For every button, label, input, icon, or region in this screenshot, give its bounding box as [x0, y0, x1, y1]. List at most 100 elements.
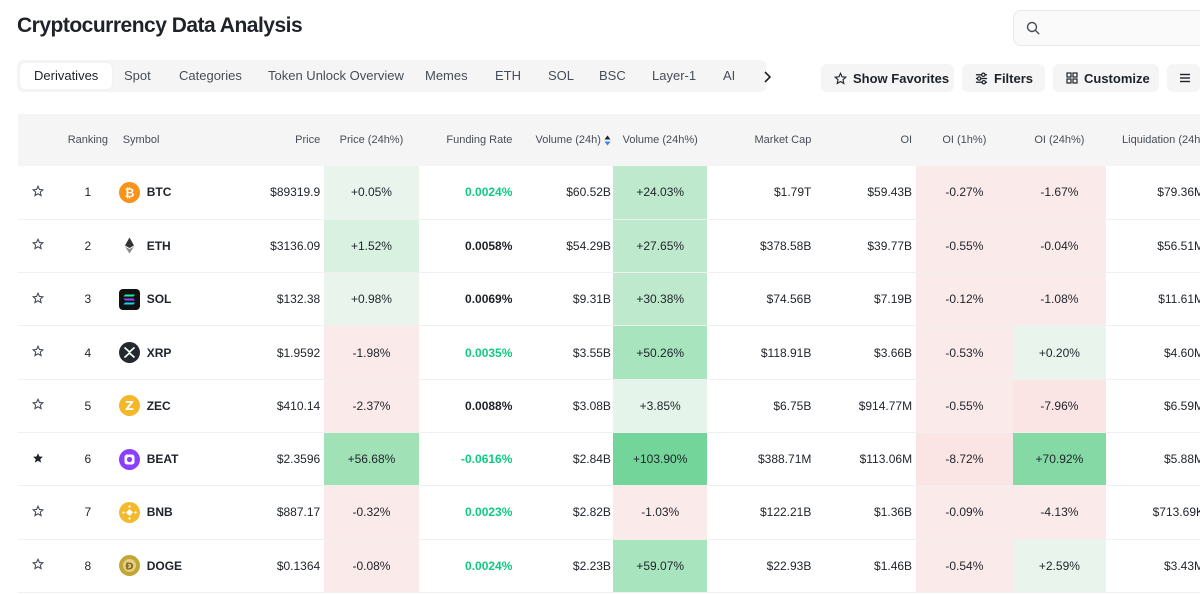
oi-cell: $1.36B	[815, 485, 917, 540]
favorite-star[interactable]	[18, 325, 58, 380]
volume-change-cell: +59.07%	[612, 539, 708, 593]
header-oi-1h[interactable]: OI (1h%)	[916, 114, 1013, 166]
table-row[interactable]: 2 ETH $3136.09 +1.52% 0.0058% $54.29B +2…	[18, 219, 1200, 274]
rank-cell: 4	[57, 325, 119, 380]
symbol-label: DOGE	[146, 558, 183, 573]
table-row[interactable]: 3 SOL $132.38 +0.98% 0.0069% $9.31B +30.…	[18, 272, 1200, 327]
tab-sol[interactable]: SOL	[548, 68, 575, 83]
oi-24h-cell: -0.04%	[1012, 219, 1107, 274]
header-ranking[interactable]: Ranking	[57, 114, 119, 166]
table-row[interactable]: 7 BNB $887.17 -0.32% 0.0023% $2.82B -1.0…	[18, 485, 1200, 540]
header-price[interactable]: Price	[221, 114, 325, 166]
funding-rate-cell: 0.0058%	[418, 219, 519, 274]
tab-categories[interactable]: Categories	[179, 68, 242, 83]
header-volume-label: Volume (24h)	[535, 134, 601, 146]
header-market-cap[interactable]: Market Cap	[707, 114, 816, 166]
menu-icon	[1180, 73, 1190, 83]
favorite-star[interactable]	[18, 485, 58, 540]
header-price-change[interactable]: Price (24h%)	[324, 114, 419, 166]
tab-eth[interactable]: ETH	[495, 68, 521, 83]
favorite-star[interactable]	[18, 219, 58, 274]
oi-1h-cell: -0.27%	[916, 166, 1013, 220]
tab-bsc[interactable]: BSC	[599, 68, 626, 83]
star-icon[interactable]	[31, 184, 44, 200]
more-options-button[interactable]	[1167, 64, 1200, 92]
star-icon[interactable]	[31, 398, 44, 413]
tab-derivatives[interactable]: Derivatives	[20, 63, 113, 89]
star-icon[interactable]	[31, 238, 44, 253]
tab-token-unlock-overview[interactable]: Token Unlock Overview	[268, 68, 404, 83]
oi-24h-cell: -1.67%	[1012, 166, 1107, 220]
star-icon	[834, 71, 847, 85]
sliders-icon	[975, 72, 988, 84]
volume-cell: $2.82B	[518, 485, 613, 540]
market-table: Ranking Symbol Price Price (24h%) Fundin…	[18, 114, 1200, 594]
star-icon[interactable]	[31, 291, 44, 307]
tab-memes[interactable]: Memes	[425, 68, 468, 83]
table-header-row: Ranking Symbol Price Price (24h%) Fundin…	[18, 114, 1200, 166]
search-box[interactable]	[1013, 10, 1200, 46]
symbol-cell[interactable]: XRP	[118, 325, 222, 380]
price-cell: $410.14	[221, 379, 325, 433]
rank-cell: 5	[57, 379, 119, 433]
price-cell: $887.17	[221, 485, 325, 540]
header-oi[interactable]: OI	[815, 114, 917, 166]
header-oi-24h[interactable]: OI (24h%)	[1012, 114, 1107, 166]
svg-text:Z: Z	[125, 400, 134, 414]
favorite-star[interactable]	[18, 539, 58, 593]
table-row[interactable]: 1 ₿ BTC $89319.9 +0.05% 0.0024% $60.52B +…	[18, 166, 1200, 220]
liquidation-cell: $5.88M	[1106, 432, 1200, 487]
funding-rate-cell: 0.0023%	[418, 485, 519, 540]
price-change-cell: +0.98%	[324, 272, 419, 327]
favorite-star[interactable]	[18, 432, 58, 487]
favorite-star[interactable]	[18, 379, 58, 433]
volume-change-cell: -1.03%	[612, 485, 708, 540]
table-row[interactable]: 8 Ð DOGE $0.1364 -0.08% 0.0024% $2.23B +5…	[18, 539, 1200, 593]
funding-rate-cell: 0.0024%	[418, 539, 519, 593]
oi-1h-cell: -0.53%	[916, 325, 1013, 380]
header-volume[interactable]: Volume (24h)	[518, 114, 613, 166]
symbol-cell[interactable]: Ð DOGE	[118, 539, 222, 593]
oi-24h-cell: -4.13%	[1012, 485, 1107, 540]
filters-button[interactable]: Filters	[962, 64, 1045, 92]
symbol-cell[interactable]: BNB	[118, 485, 222, 540]
star-icon[interactable]	[32, 452, 44, 467]
favorite-star[interactable]	[18, 272, 58, 327]
volume-change-cell: +3.85%	[612, 379, 708, 433]
star-icon[interactable]	[31, 344, 44, 360]
price-cell: $1.9592	[221, 325, 325, 380]
oi-1h-cell: -0.55%	[916, 219, 1013, 274]
zec-coin-icon: Z	[118, 395, 140, 417]
symbol-cell[interactable]: BEAT	[118, 432, 222, 487]
tab-layer-1[interactable]: Layer-1	[652, 68, 697, 83]
tab-spot[interactable]: Spot	[124, 68, 151, 83]
star-icon[interactable]	[31, 558, 44, 573]
symbol-cell[interactable]: Z ZEC	[118, 379, 222, 433]
rank-cell: 6	[57, 432, 119, 487]
oi-1h-cell: -0.55%	[916, 379, 1013, 433]
header-volume-change[interactable]: Volume (24h%)	[612, 114, 708, 166]
header-symbol[interactable]: Symbol	[118, 114, 222, 166]
show-favorites-button[interactable]: Show Favorites	[821, 64, 954, 92]
oi-cell: $7.19B	[815, 272, 917, 327]
table-row[interactable]: 5 Z ZEC $410.14 -2.37% 0.0088% $3.08B +3.…	[18, 379, 1200, 433]
table-row[interactable]: 6 BEAT $2.3596 +56.68% -0.0616% $2.84B +…	[18, 432, 1200, 487]
market-cap-cell: $22.93B	[707, 539, 816, 593]
star-icon[interactable]	[31, 504, 44, 520]
oi-cell: $3.66B	[815, 325, 917, 380]
favorite-star[interactable]	[18, 166, 58, 220]
symbol-cell[interactable]: ₿ BTC	[118, 166, 222, 220]
customize-button[interactable]: Customize	[1053, 64, 1159, 92]
filters-label: Filters	[994, 70, 1034, 86]
symbol-cell[interactable]: ETH	[118, 219, 222, 274]
search-input[interactable]	[1048, 18, 1200, 38]
liquidation-cell: $79.36M	[1106, 166, 1200, 220]
header-funding-rate[interactable]: Funding Rate	[418, 114, 519, 166]
market-cap-cell: $378.58B	[707, 219, 816, 274]
header-liquidation[interactable]: Liquidation (24h)	[1106, 114, 1200, 166]
chevron-right-icon[interactable]	[761, 69, 775, 85]
sort-icon[interactable]	[604, 135, 611, 146]
symbol-cell[interactable]: SOL	[118, 272, 222, 327]
tab-ai[interactable]: AI	[723, 68, 736, 83]
table-row[interactable]: 4 XRP $1.9592 -1.98% 0.0035% $3.55B +50.…	[18, 325, 1200, 380]
